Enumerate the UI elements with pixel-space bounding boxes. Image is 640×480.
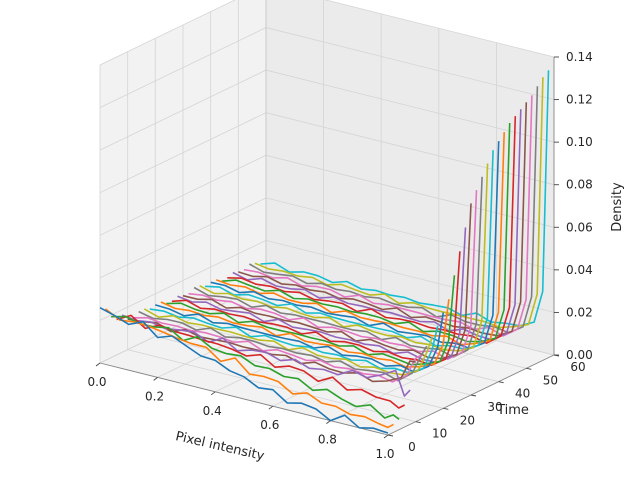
series-line-t54 xyxy=(249,86,539,334)
back-pane xyxy=(266,0,554,355)
x-tick-mark xyxy=(210,391,216,396)
z-tick-label: 0.04 xyxy=(566,263,593,277)
series-line-t40 xyxy=(210,141,500,350)
y-tick-label: 0 xyxy=(408,440,416,454)
y-tick-mark xyxy=(470,394,477,397)
series-line-t30 xyxy=(182,203,472,360)
y-tick-mark xyxy=(387,434,394,437)
y-tick-label: 30 xyxy=(487,400,502,414)
series-line-t28 xyxy=(177,227,467,364)
y-tick-label: 50 xyxy=(543,373,558,387)
x-tick-mark xyxy=(268,405,274,410)
series-line-t34 xyxy=(193,176,483,358)
z-tick-label: 0.14 xyxy=(566,50,593,64)
y-tick-label: 40 xyxy=(515,387,530,401)
series-line-t22 xyxy=(160,299,450,368)
series-lines xyxy=(99,70,550,434)
z-tick-label: 0.10 xyxy=(566,135,593,149)
x-tick-mark xyxy=(153,377,158,381)
series-line-t0 xyxy=(99,306,389,434)
x-tick-label: 0.2 xyxy=(145,389,164,403)
series-line-t10 xyxy=(127,318,416,383)
y-tick-mark xyxy=(526,367,532,370)
x-tick-mark xyxy=(326,420,331,424)
y-axis-label: Time xyxy=(496,403,529,418)
series-line-t2 xyxy=(105,308,394,429)
y-tick-mark xyxy=(415,421,421,424)
series-line-t24 xyxy=(166,275,456,366)
series-line-t18 xyxy=(149,308,439,374)
series-line-t56 xyxy=(254,77,544,329)
y-tick-mark xyxy=(498,381,504,384)
series-line-t50 xyxy=(238,102,528,337)
x-axis-line xyxy=(99,362,389,436)
z-tick-label: 0.08 xyxy=(566,178,593,192)
series-line-t14 xyxy=(138,310,428,382)
x-tick-label: 0.6 xyxy=(260,418,279,432)
series-line-t44 xyxy=(221,122,511,343)
y-tick-label: 10 xyxy=(432,427,447,441)
series-line-t12 xyxy=(133,316,422,383)
z-tick-label: 0.02 xyxy=(566,305,593,319)
series-line-t4 xyxy=(111,315,400,421)
series-line-t52 xyxy=(243,95,533,337)
z-tick-label: 0.12 xyxy=(566,93,593,107)
series-line-t42 xyxy=(215,132,505,346)
series-line-t46 xyxy=(227,116,517,345)
tick-labels: 0.0 0.2 0.4 0.6 0.8 1.0 0 10 20 30 40 50 600.00 0.02 0… xyxy=(87,50,592,461)
series-line-t8 xyxy=(121,314,411,397)
y-tick-mark xyxy=(443,407,449,410)
grid-line-z xyxy=(99,0,555,66)
z-tick-label: 0.06 xyxy=(566,220,593,234)
series-line-t20 xyxy=(155,304,445,373)
series-line-t58 xyxy=(260,70,550,327)
x-tick-mark xyxy=(95,362,101,367)
x-tick-label: 0.8 xyxy=(318,433,337,447)
x-tick-label: 0.0 xyxy=(87,375,106,389)
x-tick-label: 1.0 xyxy=(375,447,394,461)
z-tick-label: 0.00 xyxy=(566,348,593,362)
series-line-t26 xyxy=(171,251,461,367)
x-tick-mark xyxy=(383,434,389,439)
x-tick-label: 0.4 xyxy=(203,404,222,418)
y-tick-label: 20 xyxy=(460,413,475,427)
series-line-t38 xyxy=(205,150,494,350)
y-tick-label: 60 xyxy=(570,360,585,374)
series-line-t48 xyxy=(232,109,522,341)
series-line-t32 xyxy=(188,190,478,361)
z-axis-label: Density xyxy=(610,182,625,232)
series-line-t36 xyxy=(199,163,489,352)
